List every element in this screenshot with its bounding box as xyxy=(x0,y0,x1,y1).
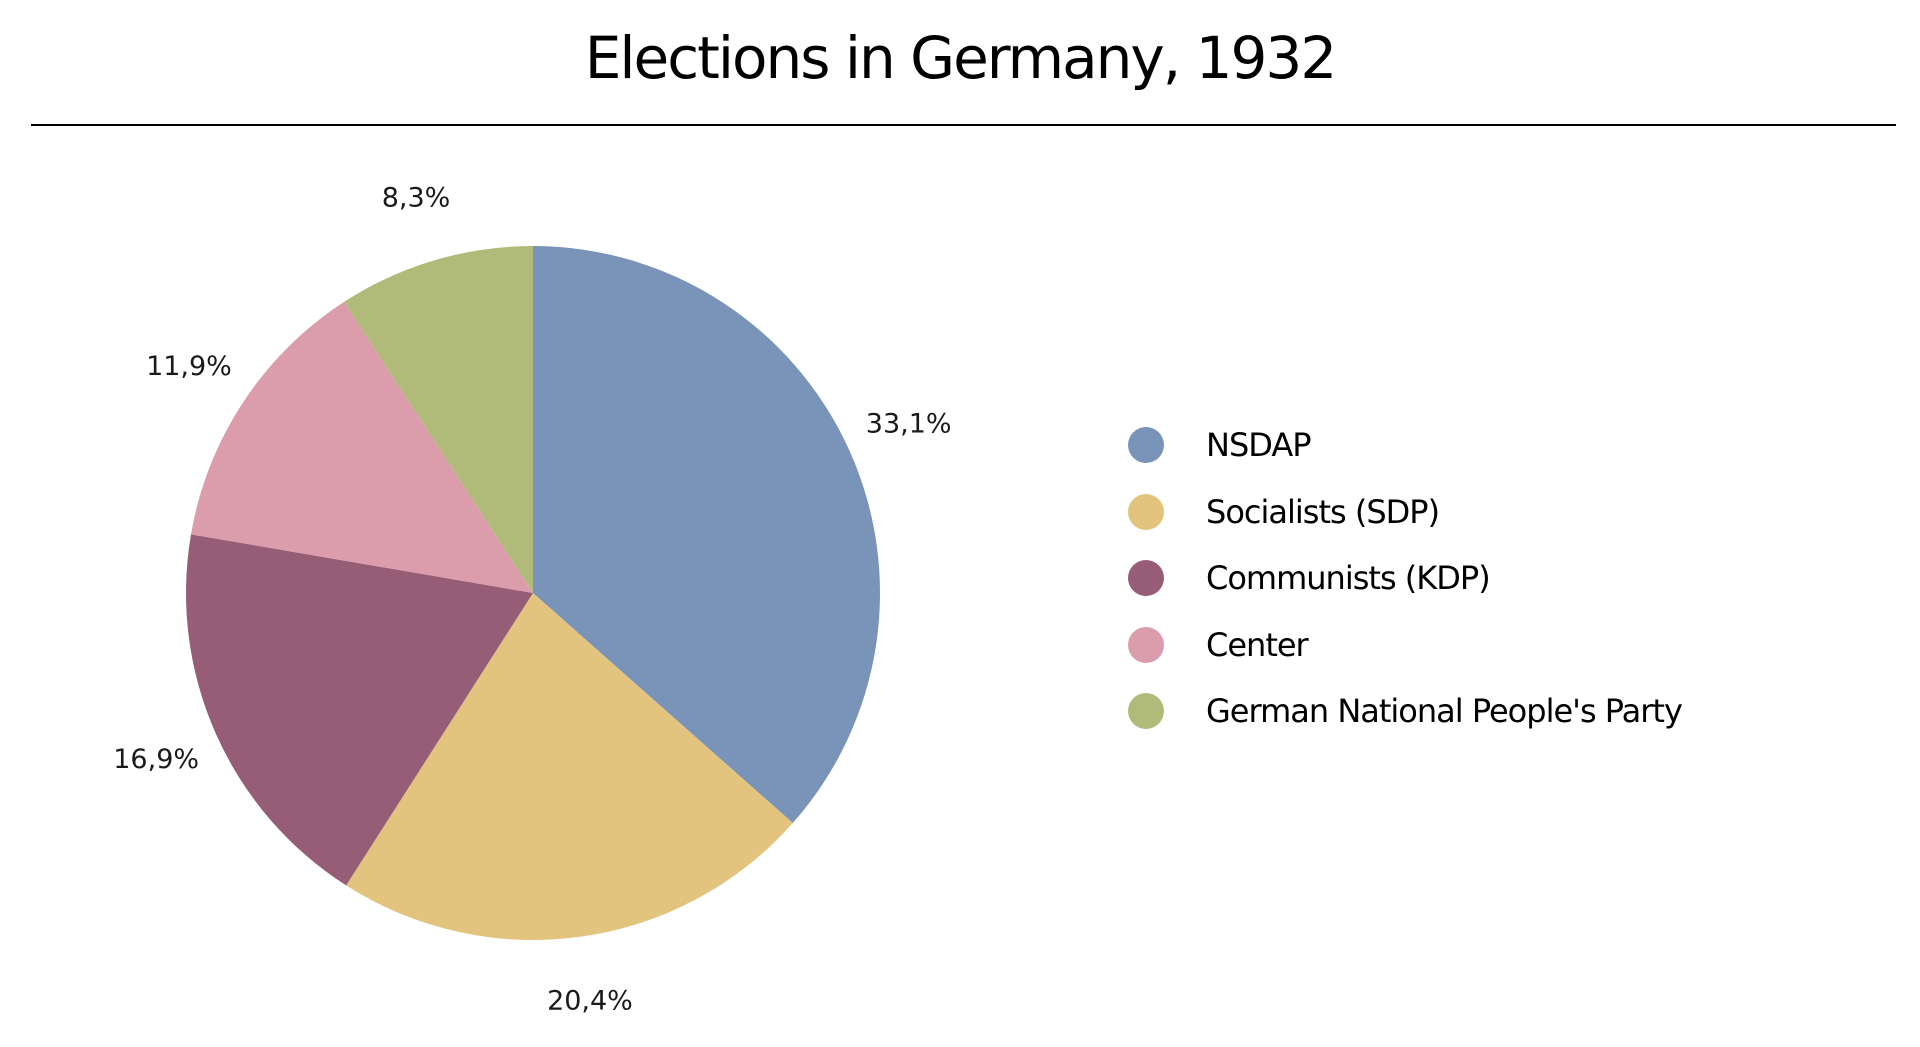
pie-slice-communists-kdp xyxy=(185,534,533,886)
legend-label: Center xyxy=(1206,625,1309,664)
slice-label-communists-kdp: 16,9% xyxy=(113,744,199,775)
pie-slice-german-national-people-s-party xyxy=(344,246,533,593)
legend-item-socialists-sdp: Socialists (SDP) xyxy=(1128,479,1682,546)
title-divider xyxy=(31,124,1896,126)
legend-swatch-icon xyxy=(1128,560,1164,597)
legend-label: NSDAP xyxy=(1206,426,1312,465)
legend-label: German National People's Party xyxy=(1206,692,1683,731)
slice-label-socialists-sdp: 20,4% xyxy=(547,986,633,1017)
legend-item-german-national-people-s-party: German National People's Party xyxy=(1128,678,1683,745)
slice-label-nsdap: 33,1% xyxy=(866,408,952,439)
pie-slice-center xyxy=(190,301,534,593)
pie-slices xyxy=(185,246,880,941)
legend-label: Socialists (SDP) xyxy=(1206,492,1440,531)
legend-swatch-icon xyxy=(1128,427,1164,464)
pie-slice-socialists-sdp xyxy=(346,593,793,941)
chart-title: Elections in Germany, 1932 xyxy=(584,24,1337,92)
legend-swatch-icon xyxy=(1128,493,1164,530)
legend-item-communists-kdp: Communists (KDP) xyxy=(1128,545,1682,612)
legend-item-nsdap: NSDAP xyxy=(1128,412,1682,479)
slice-label-center: 11,9% xyxy=(146,351,232,382)
pie-labels: 33,1% 20,4% 16,9% 11,9% 8,3% xyxy=(113,182,951,1016)
slice-label-german-national-people-s-party: 8,3% xyxy=(382,182,451,213)
legend-label: Communists (KDP) xyxy=(1206,559,1491,598)
legend-swatch-icon xyxy=(1128,626,1164,663)
pie-slice-nsdap xyxy=(533,246,880,824)
legend-item-center: Center xyxy=(1128,612,1682,679)
legend-swatch-icon xyxy=(1128,693,1164,730)
chart-legend: NSDAP Socialists (SDP) Communists (KDP) Cen… xyxy=(1128,412,1683,745)
